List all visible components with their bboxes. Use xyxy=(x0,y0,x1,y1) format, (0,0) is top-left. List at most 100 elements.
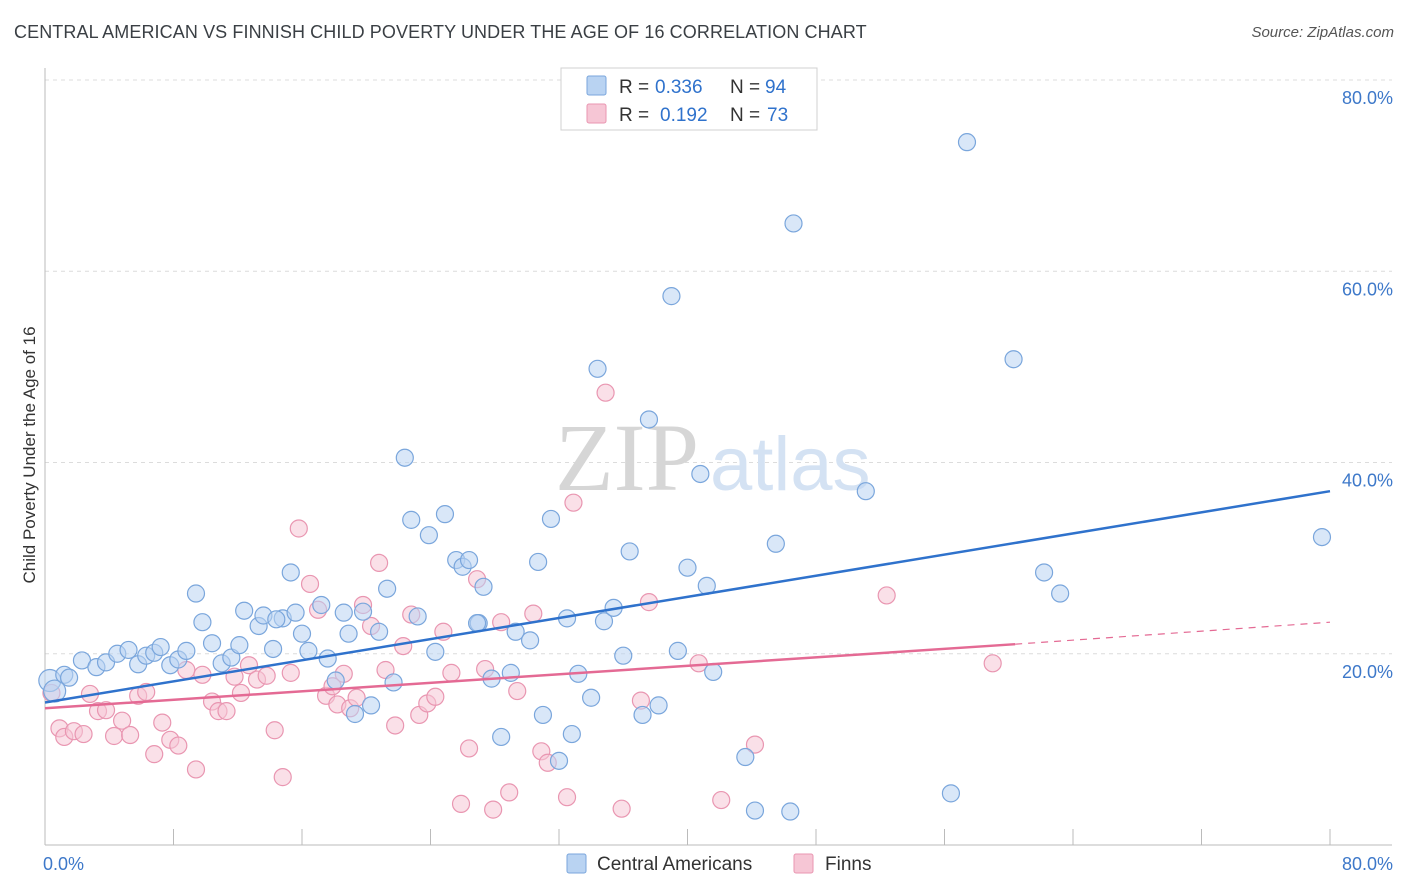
central-americans-point xyxy=(59,668,79,687)
grid-lines xyxy=(45,79,1392,655)
central-americans-point xyxy=(678,558,697,577)
central-americans-point xyxy=(520,631,540,650)
finns-point xyxy=(121,725,140,745)
finns-point xyxy=(484,800,503,819)
finns-point xyxy=(186,760,206,779)
finns-point xyxy=(394,636,413,656)
finns-point xyxy=(289,519,308,538)
watermark-zip: ZIP xyxy=(555,404,699,511)
finns-point xyxy=(386,716,405,735)
central-americans-points xyxy=(38,133,1332,821)
y-tick-label: 20.0% xyxy=(1342,662,1393,682)
legend-r-value-1: 0.336 xyxy=(655,77,703,98)
central-americans-point xyxy=(549,751,569,770)
finns-point xyxy=(231,683,251,703)
central-americans-point xyxy=(202,634,222,653)
legend-top: R = 0.336 N = 94 R = 0.192 N = 73 xyxy=(560,67,818,131)
finns-point xyxy=(112,711,132,730)
finns-point xyxy=(564,493,583,512)
central-americans-point xyxy=(1051,584,1070,603)
trend-lines xyxy=(44,489,1331,710)
finns-point xyxy=(442,663,461,682)
central-americans-point xyxy=(378,579,397,598)
central-americans-point xyxy=(1004,350,1023,369)
central-americans-point xyxy=(781,802,800,821)
central-americans-point xyxy=(766,534,785,553)
central-americans-point xyxy=(402,510,421,529)
central-americans-point xyxy=(492,727,511,747)
legend-bottom-pink-swatch xyxy=(793,853,814,874)
finns-point xyxy=(257,666,276,685)
central-americans-point xyxy=(318,649,337,668)
central-americans-point xyxy=(474,577,493,596)
central-americans-point xyxy=(459,550,479,570)
central-americans-point xyxy=(408,607,427,626)
central-americans-point xyxy=(361,696,381,715)
central-americans-point xyxy=(957,133,977,152)
central-americans-point xyxy=(633,705,652,725)
central-americans-point xyxy=(594,612,614,631)
central-americans-point xyxy=(299,641,318,660)
legend-n-label-1: N = xyxy=(730,77,760,98)
watermark: ZIP atlas xyxy=(555,404,871,511)
central-americans-point xyxy=(345,704,365,724)
central-americans-point xyxy=(395,448,414,467)
finns-point xyxy=(300,574,320,594)
finns-trend-line xyxy=(44,642,1016,710)
finns-point xyxy=(712,790,731,810)
central-americans-point xyxy=(339,624,358,643)
finns-point xyxy=(169,736,188,755)
legend-pink-swatch xyxy=(586,103,607,124)
central-americans-point xyxy=(529,552,548,572)
legend-n-value-1: 94 xyxy=(765,77,787,98)
legend-n-label-2: N = xyxy=(730,105,760,126)
finns-point xyxy=(524,604,543,623)
central-americans-point xyxy=(639,410,659,429)
central-americans-point xyxy=(267,610,286,629)
finns-point xyxy=(153,713,172,732)
finns-point xyxy=(217,702,236,721)
central-americans-point xyxy=(230,636,249,655)
central-americans-point xyxy=(353,602,373,621)
central-americans-point xyxy=(541,509,561,529)
central-americans-point xyxy=(649,696,668,715)
central-americans-point xyxy=(704,662,723,682)
x-tick-label: 80.0% xyxy=(1342,854,1393,874)
central-americans-point xyxy=(662,287,681,306)
source-label: Source: ZipAtlas.com xyxy=(1251,24,1394,41)
central-americans-point xyxy=(193,613,212,632)
central-americans-point xyxy=(263,639,283,659)
finns-point xyxy=(596,383,615,402)
central-americans-point xyxy=(370,622,389,641)
finns-point xyxy=(104,726,124,746)
central-americans-point xyxy=(941,784,961,803)
central-americans-point xyxy=(151,637,170,657)
central-americans-point xyxy=(467,614,487,633)
finns-point xyxy=(500,783,519,802)
central-americans-point xyxy=(582,688,601,707)
central-americans-point xyxy=(419,526,438,545)
finns-point xyxy=(459,739,479,758)
central-americans-point xyxy=(312,595,331,615)
central-americans-point xyxy=(736,747,755,767)
watermark-atlas: atlas xyxy=(710,422,871,507)
central-americans-point xyxy=(281,563,300,582)
x-tick-label: 0.0% xyxy=(43,854,84,874)
legend-bottom-blue-label: Central Americans xyxy=(597,854,752,875)
y-tick-label: 60.0% xyxy=(1342,279,1393,299)
central-americans-point xyxy=(745,801,765,820)
central-americans-point xyxy=(292,624,312,643)
finns-point xyxy=(145,745,164,764)
finns-point xyxy=(557,788,577,807)
finns-point xyxy=(508,681,527,701)
finns-point xyxy=(426,687,445,706)
finns-point xyxy=(273,768,292,787)
central-americans-point xyxy=(784,214,803,233)
central-americans-point xyxy=(326,671,345,690)
finns-trend-extension xyxy=(1015,621,1331,645)
tick-labels: 20.0% 40.0% 60.0% 80.0% 0.0% 80.0% xyxy=(43,88,1393,874)
finns-point xyxy=(877,586,896,605)
central-americans-point xyxy=(562,724,581,744)
finns-point xyxy=(281,663,300,682)
